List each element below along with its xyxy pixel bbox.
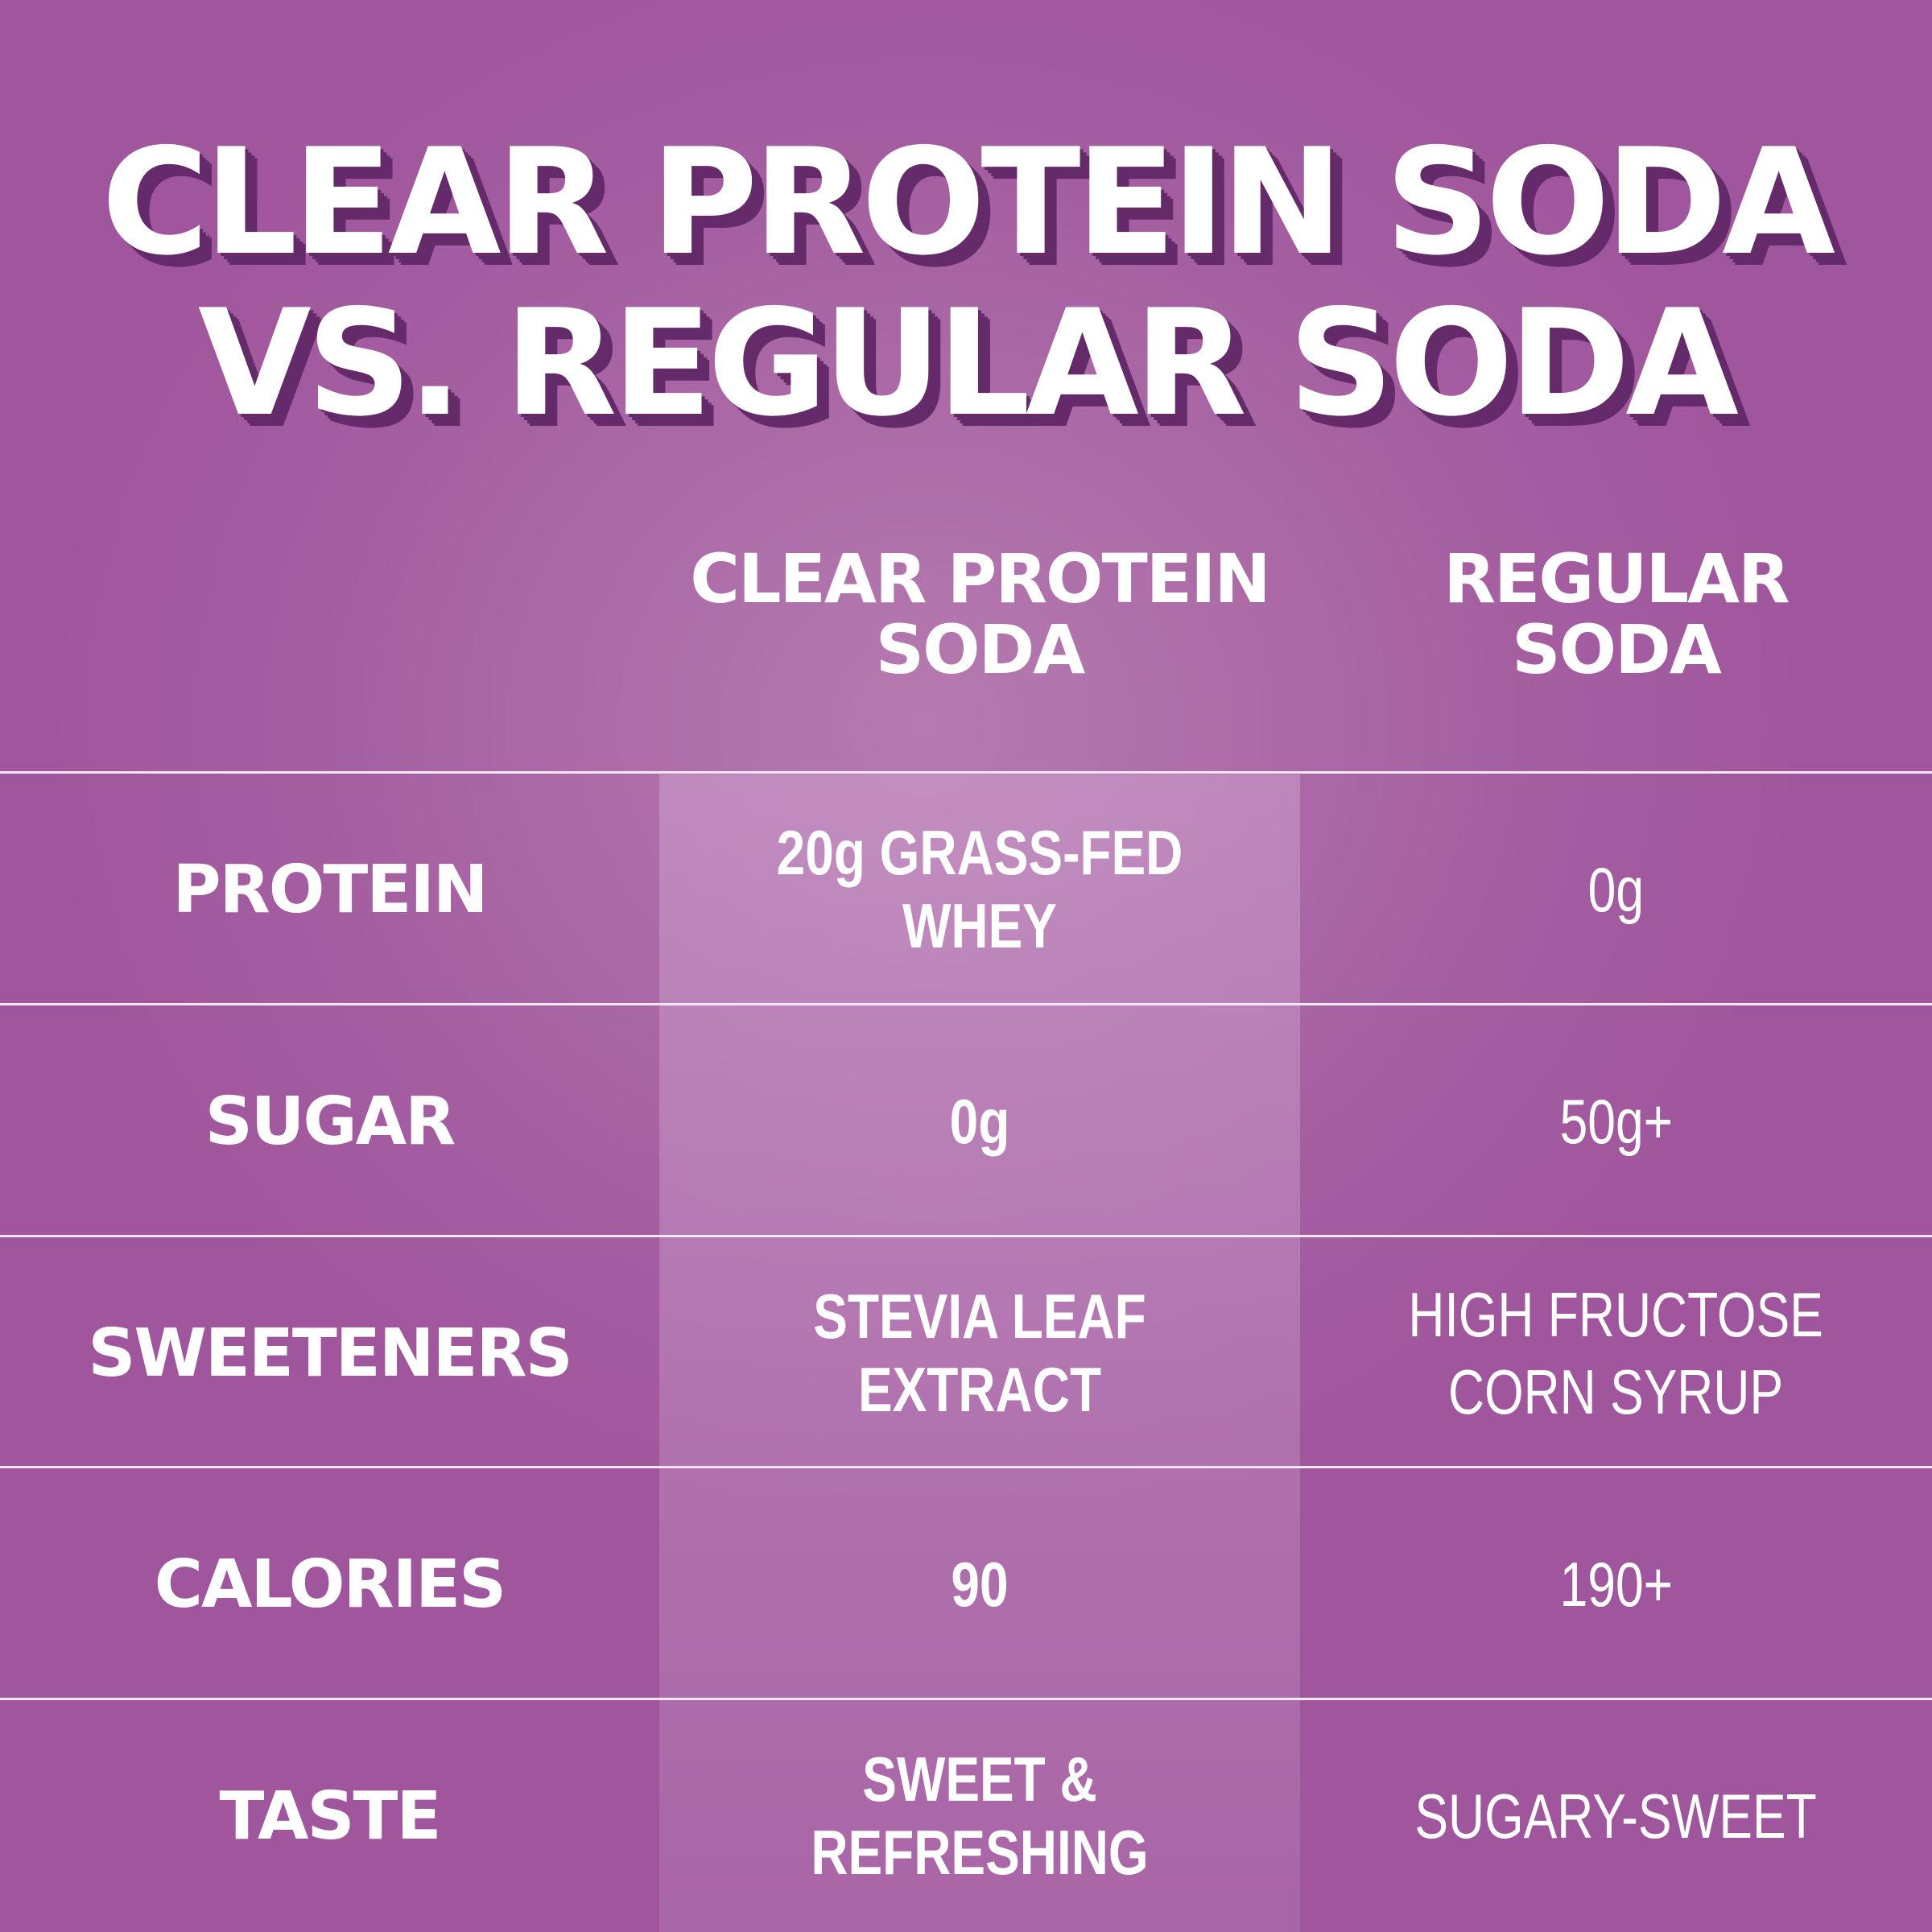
cell-text: 0g — [949, 1085, 1010, 1157]
page-title-line-1: CLEAR PROTEIN SODA — [101, 117, 1835, 287]
column-header-line: CLEAR PROTEIN — [690, 539, 1270, 618]
table-divider — [0, 771, 1932, 774]
table-divider — [0, 1466, 1932, 1468]
table-row-sugar: SUGAR 0g 50g+ — [0, 1005, 1932, 1237]
row-label: PROTEIN — [172, 851, 488, 928]
clear-protein-soda-value: STEVIA LEAF EXTRACT — [717, 1237, 1243, 1469]
cell-text: STEVIA LEAF EXTRACT — [813, 1281, 1146, 1425]
column-header-line: REGULAR — [1443, 539, 1790, 618]
row-label: SWEETENERS — [88, 1315, 572, 1392]
table-divider — [0, 1003, 1932, 1005]
cell-text: SWEET & REFRESHING — [811, 1744, 1149, 1888]
cell-text: SUGARY-SWEET — [1414, 1781, 1818, 1852]
cell-text: 20g GRASS-FED WHEY — [776, 817, 1183, 961]
column-header-line: SODA — [875, 610, 1086, 689]
regular-soda-value: 190+ — [1300, 1468, 1932, 1700]
table-divider — [0, 1698, 1932, 1700]
table-row-protein: PROTEIN 20g GRASS-FED WHEY 0g — [0, 774, 1932, 1005]
table-row-taste: TASTE SWEET & REFRESHING SUGARY-SWEET — [0, 1700, 1932, 1932]
page-title-line-2: VS. REGULAR SODA — [197, 278, 1739, 448]
row-label: TASTE — [219, 1777, 441, 1855]
column-header-regular-soda: REGULAR SODA — [1300, 543, 1932, 685]
clear-protein-soda-value: SWEET & REFRESHING — [717, 1700, 1243, 1932]
table-row-sweeteners: SWEETENERS STEVIA LEAF EXTRACT HIGH FRUC… — [0, 1237, 1932, 1469]
table-divider — [0, 1235, 1932, 1237]
clear-protein-soda-value: 0g — [717, 1005, 1243, 1237]
regular-soda-value: SUGARY-SWEET — [1300, 1700, 1932, 1932]
cell-text: 90 — [951, 1548, 1009, 1620]
clear-protein-soda-value: 20g GRASS-FED WHEY — [717, 774, 1243, 1005]
column-header-clear-protein-soda: CLEAR PROTEIN SODA — [659, 543, 1300, 685]
cell-text: HIGH FRUCTOSE — [1408, 1279, 1824, 1350]
clear-protein-soda-value: 90 — [717, 1468, 1243, 1700]
regular-soda-value: HIGH FRUCTOSE CORN SYRUP — [1300, 1237, 1932, 1469]
cell-text: 0g — [1587, 854, 1645, 925]
cell-text: 190+ — [1559, 1549, 1673, 1620]
regular-soda-value: 0g — [1300, 774, 1932, 1005]
row-label: SUGAR — [204, 1083, 456, 1160]
table-row-calories: CALORIES 90 190+ — [0, 1468, 1932, 1700]
column-header-line: SODA — [1512, 610, 1722, 689]
highlight-column-background — [659, 774, 1300, 1932]
cell-text: 50g+ — [1559, 1086, 1673, 1157]
cell-text: CORN SYRUP — [1448, 1356, 1784, 1427]
row-label: CALORIES — [154, 1546, 506, 1623]
regular-soda-value: 50g+ — [1300, 1005, 1932, 1237]
